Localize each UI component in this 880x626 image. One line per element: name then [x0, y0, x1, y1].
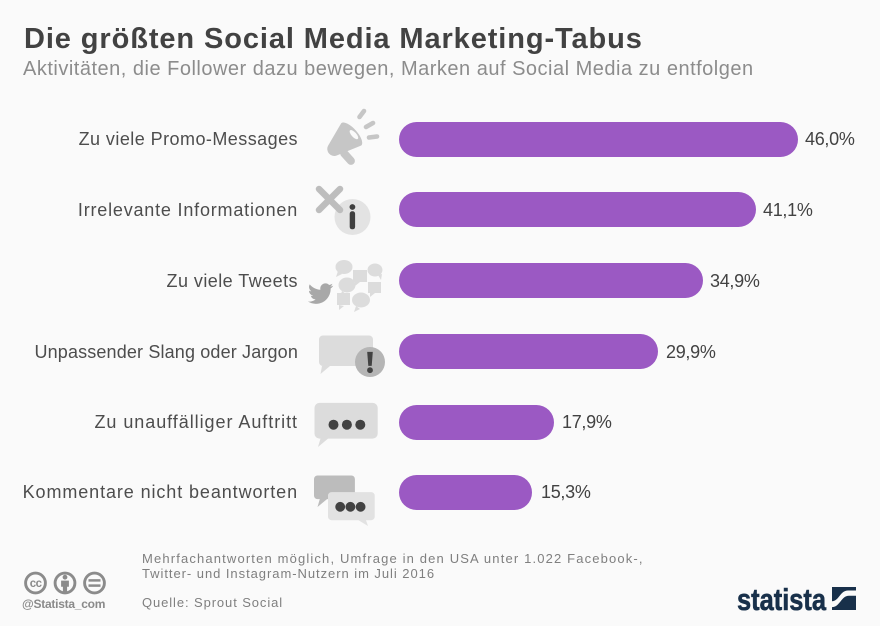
svg-text:cc: cc	[30, 578, 43, 590]
